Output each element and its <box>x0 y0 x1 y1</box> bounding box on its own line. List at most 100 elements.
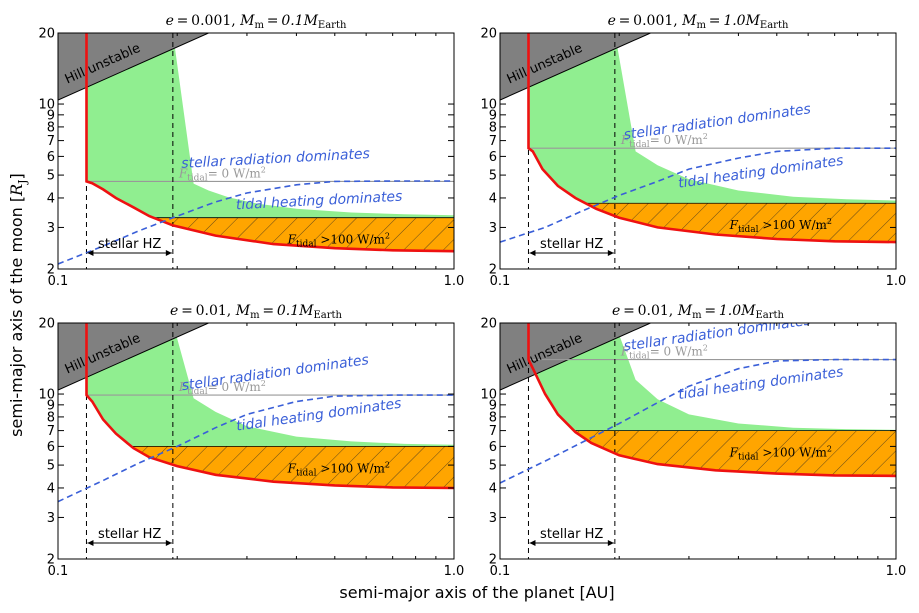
title-m-val: = 0.1M <box>260 303 315 319</box>
y-tick-label: 2 <box>47 553 55 568</box>
red-boundary-curve <box>527 33 896 244</box>
hill-unstable-region <box>500 323 651 391</box>
hill-unstable-region <box>500 33 651 101</box>
y-axis-label-symbol: R <box>7 184 26 197</box>
y-tick-label: 10 <box>38 98 55 113</box>
y-tick-label: 10 <box>38 388 55 403</box>
tidal-zero-label-sup: 2 <box>261 379 266 388</box>
title-e-sym: e <box>608 13 616 29</box>
title-e-sym: e <box>166 13 174 29</box>
title-e: e = 0.01, <box>170 303 236 319</box>
y-tick-label: 10 <box>480 98 497 113</box>
tidal-zero-label-f: F <box>620 345 630 359</box>
x-tick-label: 0.1 <box>490 564 511 579</box>
title-m: M <box>235 303 251 319</box>
title-e-val: = 0.01, <box>620 303 677 319</box>
y-tick-label: 8 <box>489 410 497 425</box>
stellar-tidal-balance-curve <box>58 394 454 503</box>
title-e: e = 0.001, <box>166 13 241 29</box>
habitable-moon-region <box>86 33 454 218</box>
y-tick-label: 3 <box>47 511 55 526</box>
title-m-sub: m <box>697 20 707 31</box>
y-tick-label: 5 <box>47 169 55 184</box>
hz-arrow-left-head <box>87 540 94 546</box>
title-m-unit: Earth <box>313 310 342 321</box>
tidal-zero-label: Ftidal= 0 W/m2 <box>620 132 708 150</box>
red-boundary-curve <box>85 323 454 490</box>
tidal-100-label-sup: 2 <box>827 217 832 226</box>
habitable-moon-region <box>86 323 454 447</box>
y-axis-label-sub: J <box>16 179 29 184</box>
tidal-100-label: Ftidal >100 W/m2 <box>287 460 390 478</box>
y-tick-label: 20 <box>38 317 55 332</box>
hz-arrow-right-head <box>165 250 172 256</box>
y-axis-label-close: ] <box>7 173 26 179</box>
title-m-val: = 1.0M <box>702 303 757 319</box>
tidal-100-label-rest: >100 W/m <box>317 233 386 247</box>
title-m-unit: Earth <box>755 310 784 321</box>
tidal-dominates-label: tidal heating dominates <box>235 396 402 435</box>
y-tick-label: 5 <box>47 459 55 474</box>
stellar-tidal-balance-curve <box>58 180 454 265</box>
hz-arrow-right-head <box>607 540 614 546</box>
tidal-heating-hatch <box>573 430 896 476</box>
tidal-zero-label-sup: 2 <box>703 344 708 353</box>
title-m-sub: m <box>255 20 265 31</box>
tidal-zero-label-rest: = 0 W/m <box>650 345 704 359</box>
title-m-unit: Earth <box>760 20 789 31</box>
tidal-100-label-sup: 2 <box>385 460 390 469</box>
panel-title: e = 0.01, Mm = 0.1MEarth <box>170 303 343 321</box>
red-boundary-curve <box>527 323 896 478</box>
title-m-unit: Earth <box>318 20 347 31</box>
tidal-dominates-label: tidal heating dominates <box>677 364 844 403</box>
hz-arrow-right-head <box>165 540 172 546</box>
tidal-100-label-f: F <box>729 218 739 232</box>
y-tick-label: 9 <box>47 398 55 413</box>
tidal-100-label-sub: tidal <box>738 453 759 463</box>
y-axis-label: semi-major axis of the moon [RJ] <box>7 173 29 437</box>
stellar-dominates-label: stellar radiation dominates <box>623 101 812 143</box>
tidal-heating-hatch <box>131 446 454 488</box>
panel-title: e = 0.01, Mm = 1.0MEarth <box>612 303 785 321</box>
y-tick-label: 20 <box>480 317 497 332</box>
stellar-dominates-label: stellar radiation dominates <box>181 146 370 172</box>
y-tick-label: 9 <box>489 108 497 123</box>
title-e-val: = 0.001, <box>174 13 240 29</box>
hz-arrow-left-head <box>529 250 536 256</box>
panel-title: e = 0.001, Mm = 1.0MEarth <box>608 13 789 31</box>
y-tick-label: 7 <box>47 134 55 149</box>
red-boundary-curve <box>85 33 454 253</box>
tidal-zero-label-f: F <box>620 133 630 147</box>
habitable-moon-region <box>528 33 896 204</box>
panel-frame <box>499 32 897 270</box>
tidal-100-label-rest: >100 W/m <box>759 218 828 232</box>
y-tick-label: 8 <box>47 120 55 135</box>
y-tick-label: 2 <box>47 263 55 278</box>
tidal-zero-label-sub: tidal <box>187 387 208 397</box>
y-tick-label: 5 <box>489 169 497 184</box>
panel-title: e = 0.001, Mm = 0.1MEarth <box>166 13 347 31</box>
tidal-dominates-label: tidal heating dominates <box>677 153 844 192</box>
y-tick-label: 10 <box>480 388 497 403</box>
y-tick-label: 6 <box>47 150 55 165</box>
y-tick-label: 3 <box>47 221 55 236</box>
title-m-sub: m <box>250 310 260 321</box>
tidal-zero-label-rest: = 0 W/m <box>208 166 262 180</box>
tidal-dominates-label: tidal heating dominates <box>236 189 403 214</box>
y-tick-label: 7 <box>489 134 497 149</box>
title-m-sub: m <box>692 310 702 321</box>
y-axis-label-text: semi-major axis of the moon [ <box>7 196 26 437</box>
x-tick-label: 1.0 <box>886 274 907 289</box>
hill-unstable-region <box>58 323 209 391</box>
title-m-val: = 1.0M <box>706 13 761 29</box>
y-tick-label: 4 <box>47 481 55 496</box>
title-m: M <box>681 13 697 29</box>
y-tick-label: 2 <box>489 553 497 568</box>
x-tick-label: 0.1 <box>48 564 69 579</box>
